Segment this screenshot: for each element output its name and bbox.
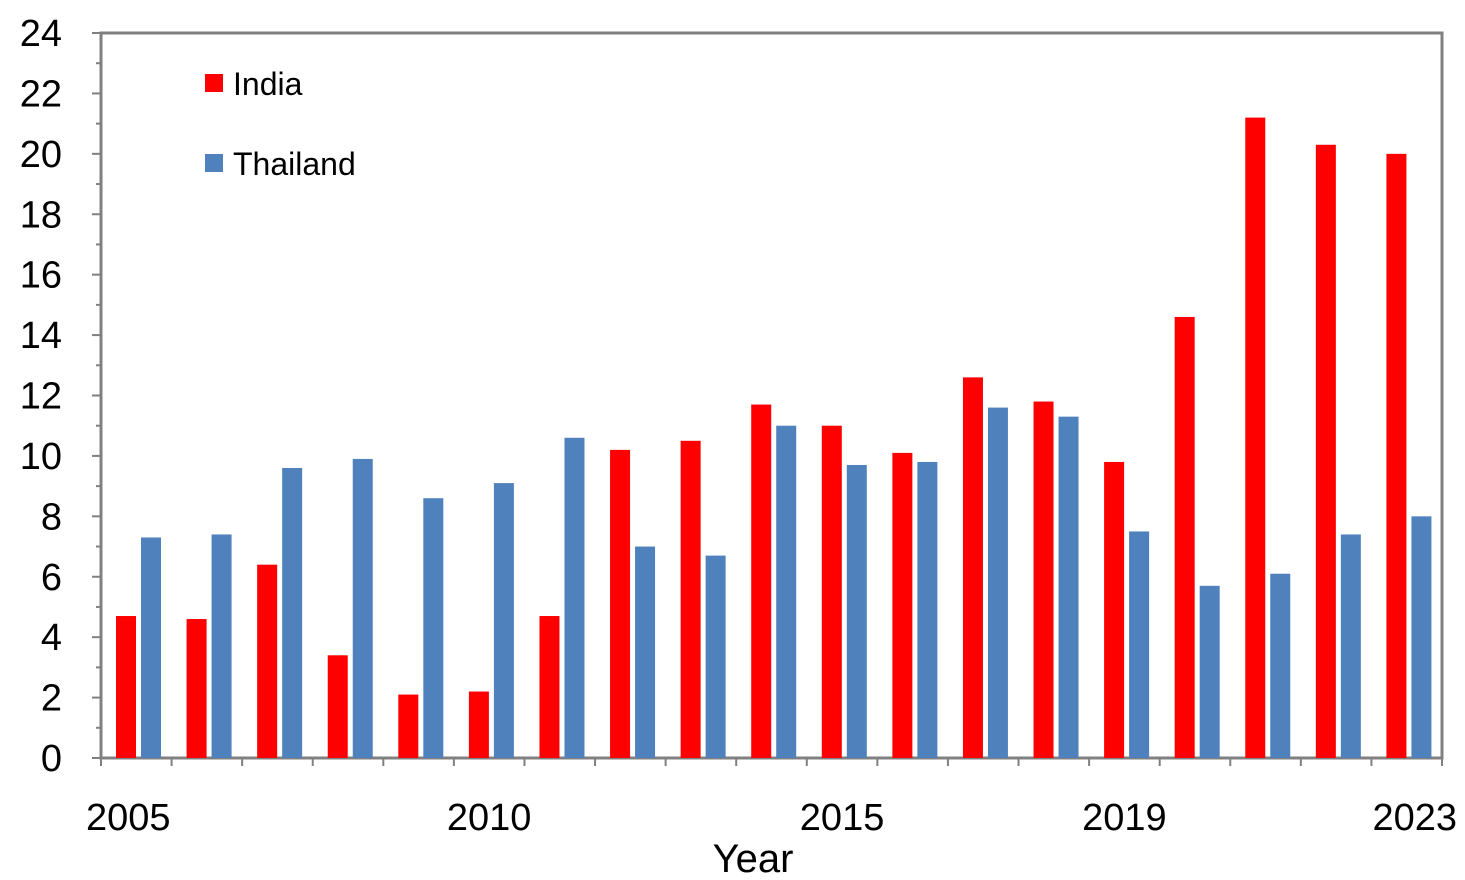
y-tick-label: 24 — [20, 13, 62, 55]
bar-thailand-2008 — [352, 458, 373, 758]
bar-india-2016 — [892, 452, 913, 758]
x-axis: 2005 2010 2015 2019 2023 — [86, 758, 1457, 839]
legend-label-india: India — [233, 66, 303, 102]
bar-thailand-2007 — [282, 468, 303, 758]
bar-india-2023 — [1386, 153, 1407, 759]
bar-india-2011 — [539, 616, 560, 758]
x-tick-label: 2010 — [447, 797, 532, 839]
y-tick-label: 4 — [41, 617, 62, 659]
bar-thailand-2018 — [1058, 416, 1079, 758]
x-tick-label: 2019 — [1082, 797, 1167, 839]
bar-india-2010 — [468, 691, 489, 758]
bar-thailand-2012 — [635, 546, 656, 758]
y-tick-label: 18 — [20, 194, 62, 236]
y-tick-label: 0 — [41, 738, 62, 780]
bar-india-2008 — [327, 655, 348, 758]
bar-india-2014 — [751, 404, 772, 758]
bar-thailand-2005 — [141, 537, 161, 758]
x-tick-label: 2023 — [1372, 797, 1457, 839]
legend-label-thailand: Thailand — [233, 146, 356, 182]
y-tick-label: 16 — [20, 255, 62, 297]
bar-thailand-2023 — [1411, 516, 1432, 758]
x-tick-label: 2005 — [86, 797, 171, 839]
bar-thailand-2014 — [776, 425, 797, 758]
legend: India Thailand — [205, 66, 356, 182]
bar-india-2018 — [1033, 401, 1054, 758]
y-tick-label: 12 — [20, 376, 62, 418]
bar-india-2007 — [257, 564, 278, 758]
bar-india-2005 — [116, 616, 136, 758]
bar-india-2021 — [1245, 117, 1266, 759]
bar-thailand-2017 — [987, 407, 1008, 758]
bar-thailand-2021 — [1270, 573, 1291, 758]
bar-india-2017 — [962, 377, 983, 758]
bar-thailand-2011 — [564, 437, 585, 758]
y-tick-label: 22 — [20, 73, 62, 115]
bar-india-2015 — [821, 425, 842, 758]
bars-group — [116, 117, 1432, 759]
bar-india-2012 — [610, 449, 631, 758]
bar-thailand-2019 — [1129, 531, 1150, 758]
y-tick-label: 10 — [20, 436, 62, 478]
bar-india-2009 — [398, 694, 419, 758]
bar-thailand-2013 — [705, 555, 726, 758]
bar-thailand-2009 — [423, 498, 444, 758]
bar-thailand-2015 — [846, 464, 867, 758]
legend-swatch-india — [205, 74, 223, 92]
y-tick-label: 2 — [41, 678, 62, 720]
bar-thailand-2022 — [1340, 534, 1361, 758]
legend-swatch-thailand — [205, 154, 223, 172]
bar-thailand-2006 — [211, 534, 232, 758]
bar-india-2006 — [186, 619, 207, 758]
bar-thailand-2020 — [1199, 585, 1220, 758]
bar-india-2020 — [1174, 316, 1195, 758]
bar-thailand-2016 — [917, 461, 938, 758]
x-axis-title: Year — [713, 837, 794, 880]
y-tick-label: 8 — [41, 496, 62, 538]
bar-india-2013 — [680, 440, 701, 758]
bar-india-2019 — [1104, 461, 1125, 758]
x-tick-label: 2015 — [800, 797, 885, 839]
bar-thailand-2010 — [493, 483, 514, 758]
y-tick-label: 14 — [20, 315, 62, 357]
y-tick-label: 20 — [20, 134, 62, 176]
y-tick-label: 6 — [41, 557, 62, 599]
bar-india-2022 — [1315, 144, 1336, 759]
